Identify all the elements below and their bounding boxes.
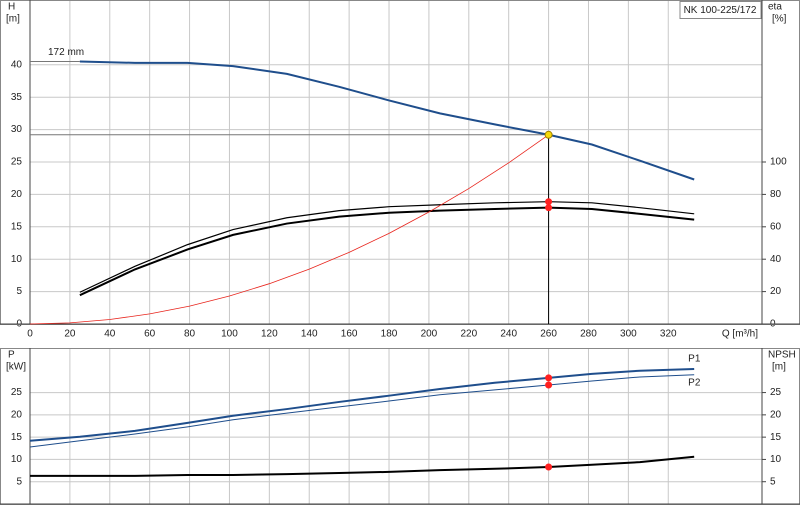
x-tick-label: 100 bbox=[221, 329, 238, 340]
x-tick-label: 60 bbox=[144, 329, 156, 340]
y-tick-label: 5 bbox=[16, 476, 22, 487]
y2-tick-label: 20 bbox=[770, 409, 782, 420]
x-tick-label: 160 bbox=[341, 329, 358, 340]
x-tick-label: 120 bbox=[261, 329, 278, 340]
series-line bbox=[29, 134, 549, 325]
duty-point bbox=[545, 463, 553, 471]
y2-tick-label: 40 bbox=[770, 254, 782, 265]
x-tick-label: 80 bbox=[184, 329, 196, 340]
y-tick-label: 25 bbox=[11, 157, 23, 168]
y2-tick-label: 15 bbox=[770, 432, 782, 443]
x-tick-label: 0 bbox=[27, 329, 33, 340]
x-tick-label: 280 bbox=[580, 329, 597, 340]
duty-point bbox=[544, 130, 553, 139]
series-line bbox=[79, 60, 695, 181]
duty-point bbox=[545, 198, 553, 206]
y-tick-label: 40 bbox=[11, 59, 23, 70]
duty-point bbox=[545, 374, 553, 382]
y-tick-label: 10 bbox=[11, 254, 23, 265]
y-tick-label: 5 bbox=[16, 286, 22, 297]
series-line bbox=[79, 201, 695, 293]
x-tick-label: 200 bbox=[421, 329, 438, 340]
y2-tick-label: 100 bbox=[770, 157, 787, 168]
duty-point bbox=[545, 381, 553, 389]
duty-point bbox=[545, 204, 553, 212]
y2-axis-label: NPSH bbox=[768, 350, 796, 361]
y-tick-label: 25 bbox=[11, 387, 23, 398]
plot-frame bbox=[0, 348, 800, 505]
y2-tick-label: 20 bbox=[770, 286, 782, 297]
x-tick-label: 240 bbox=[500, 329, 517, 340]
title-box bbox=[679, 1, 762, 19]
y-tick-label: 30 bbox=[11, 124, 23, 135]
y-tick-label: 15 bbox=[11, 432, 23, 443]
series-line bbox=[30, 455, 695, 477]
y-tick-label: 20 bbox=[11, 409, 23, 420]
series-line bbox=[79, 206, 695, 297]
y2-tick-label: 60 bbox=[770, 221, 782, 232]
x-tick-label: 300 bbox=[620, 329, 637, 340]
y-axis-label: H bbox=[8, 2, 15, 13]
series-label: P1 bbox=[688, 354, 701, 365]
x-tick-label: 140 bbox=[301, 329, 318, 340]
series-line bbox=[29, 374, 695, 448]
x-tick-label: 20 bbox=[64, 329, 76, 340]
y-tick-label: 35 bbox=[11, 92, 23, 103]
y-tick-label: 20 bbox=[11, 189, 23, 200]
x-tick-label: 260 bbox=[540, 329, 557, 340]
y-tick-label: 10 bbox=[11, 454, 23, 465]
y-axis-unit: [m] bbox=[6, 14, 20, 25]
x-tick-label: 40 bbox=[104, 329, 116, 340]
y2-axis-unit: [%] bbox=[772, 14, 787, 25]
x-axis-label: Q [m³/h] bbox=[722, 329, 758, 340]
annotation: 172 mm bbox=[48, 47, 84, 58]
y2-axis-label: eta bbox=[768, 2, 782, 13]
y2-tick-label: 10 bbox=[770, 454, 782, 465]
x-tick-label: 320 bbox=[660, 329, 677, 340]
y2-tick-label: 80 bbox=[770, 189, 782, 200]
y-axis-label: P bbox=[8, 350, 15, 361]
y2-tick-label: 5 bbox=[770, 476, 776, 487]
y-tick-label: 15 bbox=[11, 221, 23, 232]
chart-title: NK 100-225/172 bbox=[684, 5, 757, 16]
y2-tick-label: 25 bbox=[770, 387, 782, 398]
y2-axis-unit: [m] bbox=[772, 362, 786, 373]
x-tick-label: 220 bbox=[460, 329, 477, 340]
series-label: P2 bbox=[688, 377, 701, 388]
series-line bbox=[29, 367, 695, 442]
y-axis-unit: [kW] bbox=[6, 362, 26, 373]
x-tick-label: 180 bbox=[381, 329, 398, 340]
